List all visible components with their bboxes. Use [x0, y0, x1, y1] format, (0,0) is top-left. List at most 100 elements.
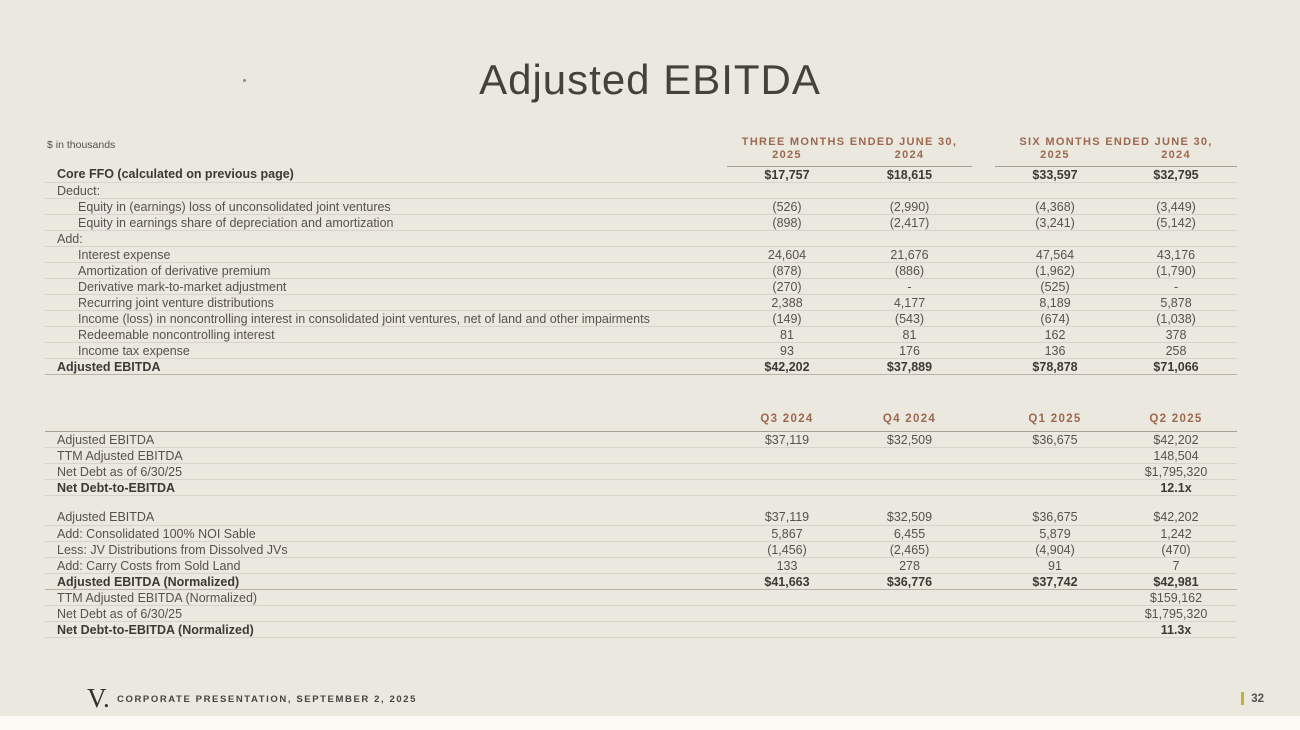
- cell-value: 6,455: [847, 525, 972, 542]
- row-label: TTM Adjusted EBITDA (Normalized): [45, 589, 727, 606]
- cell-value: $1,795,320: [1115, 463, 1237, 480]
- table-row: Interest expense 24,604 21,676 47,564 43,176: [45, 246, 1238, 263]
- column-gap: [972, 294, 996, 311]
- cell-value: (878): [727, 262, 847, 279]
- cell-value: 176: [847, 342, 973, 359]
- column-gap: [972, 431, 995, 448]
- row-label: Equity in (earnings) loss of unconsolida…: [45, 198, 727, 215]
- bottom-margin-strip: [0, 716, 1300, 730]
- cell-value: [727, 463, 847, 480]
- cell-value: 2,388: [727, 294, 847, 311]
- column-gap: [972, 198, 996, 215]
- cell-value: [995, 621, 1115, 638]
- cell-value: 5,879: [995, 525, 1115, 542]
- column-gap: [972, 278, 996, 295]
- cell-value: (898): [727, 214, 847, 231]
- row-label: Interest expense: [45, 246, 727, 263]
- year-header: 2025: [995, 149, 1116, 167]
- cell-value: [727, 589, 847, 606]
- column-gap: [972, 130, 995, 167]
- cell-value: [847, 182, 973, 199]
- table-row: Add: Consolidated 100% NOI Sable 5,867 6,4…: [45, 525, 1237, 542]
- cell-value: [995, 182, 1116, 199]
- table-row: Adjusted EBITDA $37,119 $32,509 $36,675 $42,…: [45, 431, 1237, 448]
- row-label: Net Debt as of 6/30/25: [45, 463, 727, 480]
- cell-value: (3,449): [1115, 198, 1238, 215]
- row-label: Add: Carry Costs from Sold Land: [45, 557, 727, 574]
- row-label: Add:: [45, 230, 727, 247]
- column-gap: [972, 479, 995, 496]
- quarter-header: Q3 2024: [727, 411, 847, 432]
- cell-value: (5,142): [1115, 214, 1238, 231]
- table-row: Derivative mark-to-market adjustment (270…: [45, 278, 1238, 295]
- cell-value: (526): [727, 198, 847, 215]
- column-gap: [972, 262, 996, 279]
- column-gap: [972, 621, 995, 638]
- quarter-header: Q4 2024: [847, 411, 972, 432]
- table-row: Equity in earnings share of depreciation…: [45, 214, 1238, 231]
- cell-value: $37,119: [727, 509, 847, 526]
- cell-value: 5,867: [727, 525, 847, 542]
- cell-value: [995, 447, 1115, 464]
- cell-value: 378: [1115, 326, 1238, 343]
- row-label: Amortization of derivative premium: [45, 262, 727, 279]
- row-label: Adjusted EBITDA (Normalized): [45, 573, 727, 590]
- cell-value: (1,962): [995, 262, 1116, 279]
- cell-value: 81: [727, 326, 847, 343]
- year-header: 2024: [847, 149, 973, 167]
- footer-text: CORPORATE PRESENTATION, SEPTEMBER 2, 202…: [117, 694, 417, 705]
- cell-value: [847, 605, 972, 622]
- column-gap: [972, 342, 996, 359]
- row-label: TTM Adjusted EBITDA: [45, 447, 727, 464]
- cell-value: (149): [727, 310, 847, 327]
- column-gap: [972, 525, 995, 542]
- column-gap: [972, 573, 995, 590]
- cell-value: [995, 605, 1115, 622]
- cell-value: $159,162: [1115, 589, 1237, 606]
- cell-value: $17,757: [727, 166, 847, 183]
- cell-value: (270): [727, 278, 847, 295]
- cell-value: [847, 463, 972, 480]
- cell-value: (2,417): [847, 214, 973, 231]
- cell-value: (1,038): [1115, 310, 1238, 327]
- cell-value: 4,177: [847, 294, 973, 311]
- cell-value: (4,904): [995, 541, 1115, 558]
- page-indicator: 32: [1241, 692, 1264, 705]
- column-gap: [972, 326, 996, 343]
- cell-value: [727, 605, 847, 622]
- column-gap: [972, 246, 996, 263]
- cell-value: 8,189: [995, 294, 1116, 311]
- period-table: THREE MONTHS ENDED JUNE 30, SIX MONTHS E…: [45, 130, 1238, 375]
- cell-value: $36,675: [995, 431, 1115, 448]
- table-row: Adjusted EBITDA $42,202 $37,889 $78,878 $71,…: [45, 358, 1238, 375]
- cell-value: 11.3x: [1115, 621, 1237, 638]
- cell-value: $33,597: [995, 166, 1116, 183]
- cell-value: $42,981: [1115, 573, 1237, 590]
- year-header: 2024: [1115, 149, 1238, 167]
- cell-value: $32,795: [1115, 166, 1238, 183]
- cell-value: [847, 621, 972, 638]
- cell-value: $37,119: [727, 431, 847, 448]
- row-label: Less: JV Distributions from Dissolved JV…: [45, 541, 727, 558]
- table-row: [45, 496, 1237, 510]
- cell-value: (543): [847, 310, 973, 327]
- table-row: Net Debt as of 6/30/25 $1,795,320: [45, 463, 1237, 480]
- column-gap: [972, 310, 996, 327]
- cell-value: -: [1115, 278, 1238, 295]
- cell-value: 43,176: [1115, 246, 1238, 263]
- cell-value: [995, 589, 1115, 606]
- column-gap: [972, 605, 995, 622]
- header-label-spacer: [45, 130, 727, 167]
- header-label-spacer: [45, 411, 727, 432]
- cell-value: $37,889: [847, 358, 973, 375]
- cell-value: $36,675: [995, 509, 1115, 526]
- row-label: Net Debt-to-EBITDA: [45, 479, 727, 496]
- cell-value: [1115, 230, 1238, 247]
- cell-value: [727, 182, 847, 199]
- cell-value: $78,878: [995, 358, 1116, 375]
- table-row: Equity in (earnings) loss of unconsolida…: [45, 198, 1238, 215]
- row-label: Income (loss) in noncontrolling interest…: [45, 310, 727, 327]
- cell-value: 81: [847, 326, 973, 343]
- cell-value: (1,790): [1115, 262, 1238, 279]
